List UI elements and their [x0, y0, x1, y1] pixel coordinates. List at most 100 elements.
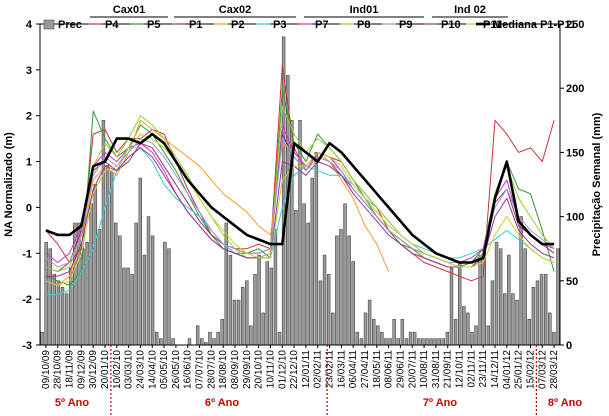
- legend-group-label: Cax02: [219, 4, 251, 16]
- x-tick-label: 28/10/09: [53, 350, 64, 389]
- y-left-axis-label: NA Normalizado (m): [3, 132, 15, 237]
- precip-bar: [245, 280, 249, 346]
- precip-bar: [384, 338, 388, 346]
- precip-bar: [425, 338, 429, 346]
- precip-bar: [93, 184, 97, 346]
- x-tick-label: 10/11/10: [265, 350, 276, 389]
- x-tick-label: 23/11/11: [478, 350, 489, 388]
- x-tick-label: 20/10/10: [254, 350, 265, 389]
- precip-bar: [388, 338, 392, 346]
- precip-bar: [523, 248, 527, 346]
- precip-bar: [486, 325, 491, 346]
- y-left-tick-label: -2: [22, 294, 32, 306]
- precip-bar: [154, 331, 159, 346]
- precip-bar: [208, 331, 212, 346]
- x-tick-label: 08/09/10: [230, 350, 241, 389]
- legend-label: Mediana P1-P11: [493, 19, 576, 31]
- precip-bar: [429, 338, 433, 346]
- precip-bar: [302, 203, 306, 346]
- x-tick-label: 02/11/11: [466, 350, 477, 388]
- precip-bar: [89, 203, 93, 346]
- legend-label: P2: [231, 19, 244, 31]
- year-label: 5º Ano: [55, 397, 89, 409]
- x-tick-label: 27/04/11: [360, 350, 371, 389]
- precip-bar: [150, 235, 155, 346]
- precip-bar: [457, 261, 462, 346]
- x-tick-label: 10/08/11: [419, 350, 430, 389]
- legend-label: P11: [483, 19, 502, 31]
- legend-label: P5: [147, 19, 160, 31]
- precip-bar: [56, 280, 61, 346]
- x-tick-label: 09/12/09: [76, 350, 87, 389]
- x-tick-label: 21/09/11: [443, 350, 454, 389]
- year-label: 8º Ano: [548, 397, 582, 409]
- y-right-tick-label: 250: [566, 19, 584, 31]
- precip-bar: [400, 319, 405, 346]
- precip-bar: [326, 274, 331, 346]
- precip-bar: [351, 261, 355, 346]
- precip-bar: [109, 171, 114, 346]
- x-tick-label: 20/01/10: [100, 350, 111, 389]
- precip-bar: [232, 299, 237, 346]
- x-tick-label: 22/12/10: [289, 350, 300, 389]
- y-left-tick-label: 3: [26, 65, 32, 77]
- precip-bar: [408, 331, 413, 346]
- x-tick-label: 16/06/10: [183, 350, 194, 389]
- precip-bar: [417, 338, 421, 346]
- legend-groups: Cax01 Cax02 Ind01 Ind 02: [90, 4, 508, 18]
- precip-bar: [355, 331, 360, 346]
- precip-bar: [335, 235, 339, 346]
- x-tick-label: 29/09/10: [242, 350, 253, 389]
- series-line-p2: [45, 119, 390, 286]
- precip-bar: [392, 319, 396, 346]
- precip-bar: [253, 274, 257, 346]
- precip-bar: [445, 331, 450, 346]
- y-right-tick-label: 150: [566, 147, 584, 159]
- precip-bar: [105, 164, 110, 346]
- precip-bar: [421, 338, 425, 346]
- precip-bar: [433, 338, 437, 346]
- x-tick-label: 24/03/10: [135, 350, 146, 389]
- x-tick-label: 08/06/11: [384, 350, 395, 389]
- precip-bar: [114, 222, 118, 346]
- precip-bar: [240, 286, 245, 346]
- x-tick-label: 01/12/10: [277, 350, 288, 389]
- y-right-tick-label: 100: [566, 212, 584, 224]
- precip-bar: [519, 216, 523, 346]
- precip-bar: [462, 306, 466, 346]
- y-left-tick-label: 4: [26, 19, 33, 31]
- precip-bar: [216, 331, 220, 346]
- legend-group-label: Ind01: [350, 4, 379, 16]
- precip-bar: [396, 338, 400, 346]
- precip-bar: [339, 229, 343, 346]
- precip-bar: [507, 254, 511, 346]
- precip-bar: [331, 312, 335, 346]
- precip-bar: [249, 325, 253, 346]
- precip-bar: [310, 177, 314, 346]
- y-left-tick-label: -3: [22, 340, 32, 352]
- precip-bar: [134, 222, 138, 346]
- precip-bar: [200, 338, 204, 346]
- precip-bar: [498, 248, 503, 346]
- precip-bar: [470, 331, 474, 346]
- precip-bar: [552, 331, 556, 346]
- precip-bar: [376, 325, 380, 346]
- x-tick-label: 07/07/10: [195, 350, 206, 389]
- precip-bar: [494, 242, 499, 346]
- precip-bar: [359, 338, 364, 346]
- precip-bar: [363, 312, 368, 346]
- x-tick-label: 28/07/10: [206, 350, 217, 389]
- series-line-p7: [45, 124, 555, 263]
- x-tick-label: 30/12/09: [88, 350, 99, 389]
- x-tick-label: 20/07/11: [407, 350, 418, 389]
- precipitation-bars: [40, 36, 560, 346]
- precip-bar: [40, 331, 44, 346]
- y-left-tick-label: 2: [26, 111, 32, 123]
- precip-bar: [367, 299, 372, 346]
- precip-bar: [142, 254, 147, 346]
- precip-bar: [404, 338, 409, 346]
- precip-bar: [64, 293, 69, 346]
- precip-bar: [515, 299, 519, 346]
- precip-bar: [503, 293, 507, 346]
